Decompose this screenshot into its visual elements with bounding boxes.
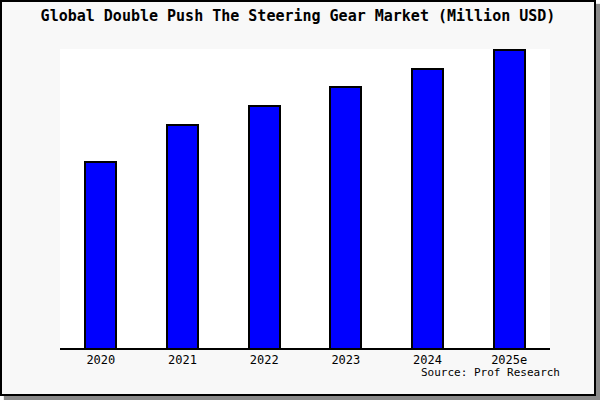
x-axis-label-2023: 2023 [305,353,387,367]
bar-2025e [493,49,526,348]
bar-slot [142,49,224,348]
x-axis-label-2020: 2020 [60,353,142,367]
x-axis-label-2024: 2024 [387,353,469,367]
bar-slot [60,49,142,348]
bar-2023 [329,86,362,348]
plot-area [60,49,550,350]
bar-slot [387,49,469,348]
source-text: Source: Prof Research [421,366,560,379]
x-axis-label-2021: 2021 [142,353,224,367]
chart-title: Global Double Push The Steering Gear Mar… [2,7,594,25]
bar-2022 [248,105,281,348]
bar-slot [223,49,305,348]
bar-slot [305,49,387,348]
x-axis-label-2025e: 2025e [468,353,550,367]
x-axis-labels: 202020212022202320242025e [60,353,550,367]
bar-2021 [166,124,199,348]
bar-2024 [411,68,444,348]
bar-2020 [84,161,117,348]
x-axis-label-2022: 2022 [223,353,305,367]
chart-figure: Global Double Push The Steering Gear Mar… [0,0,596,396]
bar-slot [468,49,550,348]
